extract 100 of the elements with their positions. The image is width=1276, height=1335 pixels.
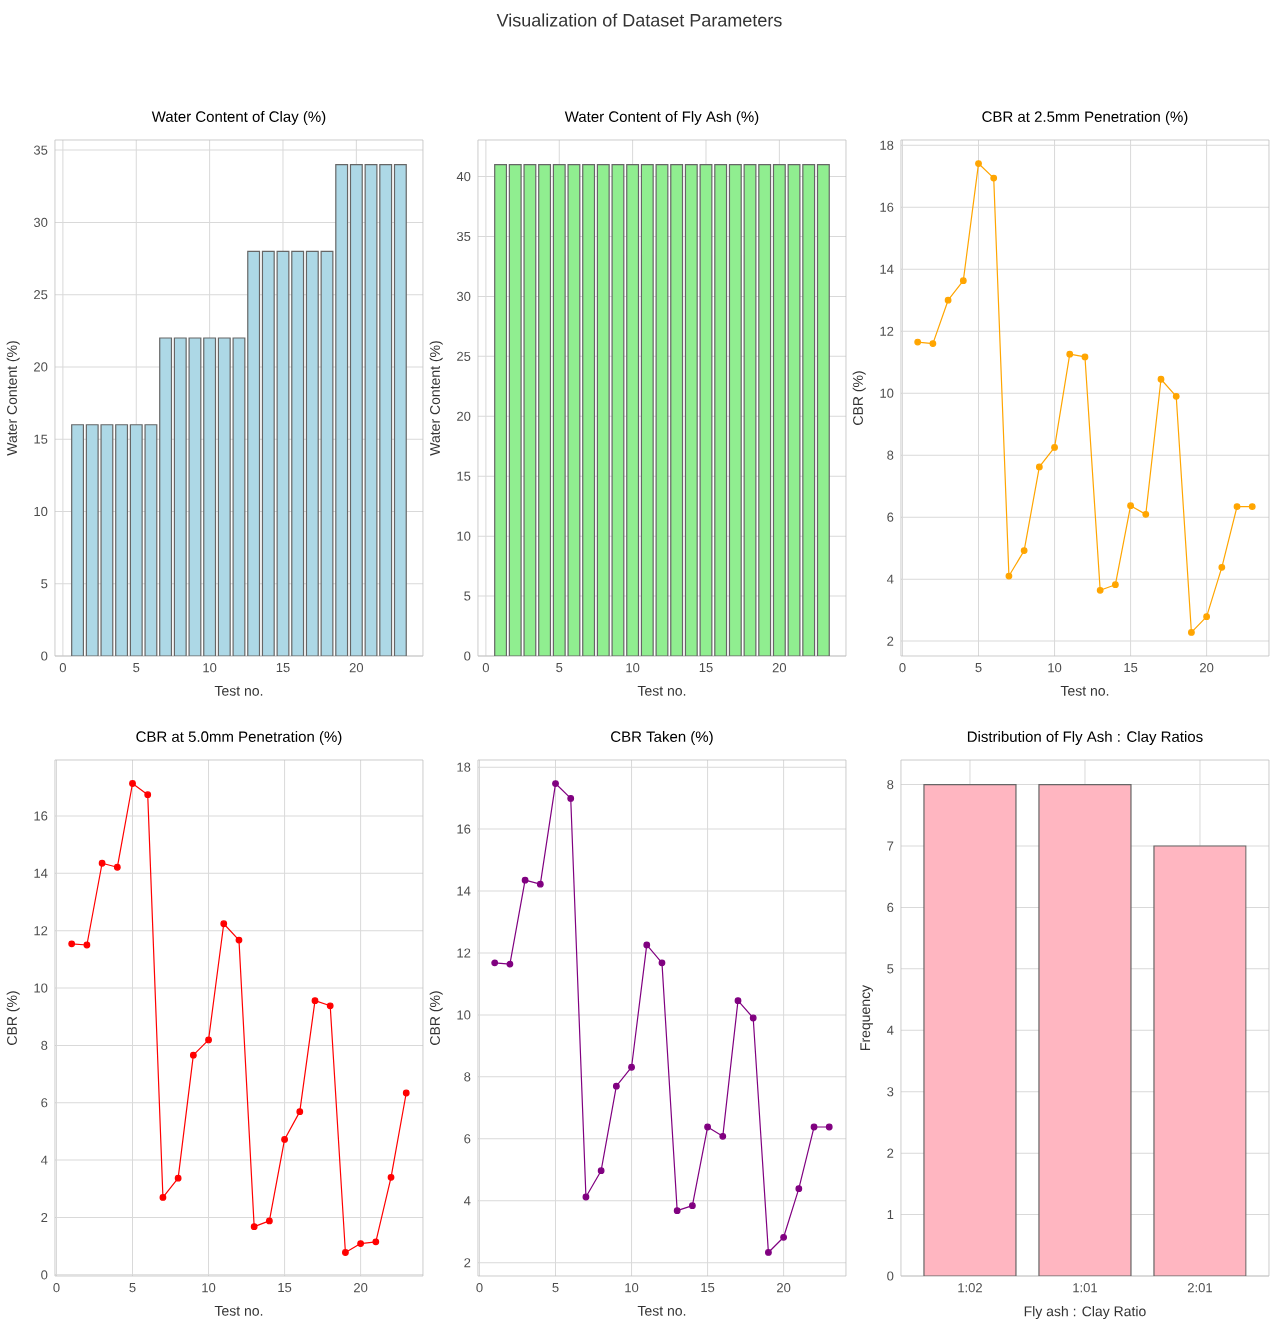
y-tick-label: 14 <box>34 868 48 878</box>
y-tick-label: 4 <box>887 574 894 584</box>
point <box>296 1108 304 1116</box>
point <box>975 160 982 167</box>
point <box>643 941 651 949</box>
y-tick-label: 18 <box>880 140 894 150</box>
x-tick-label: 1:01 <box>1073 1283 1097 1293</box>
x-tick-label: 20 <box>354 1283 368 1293</box>
y-tick-label: 18 <box>457 762 471 772</box>
x-tick-label: 5 <box>556 663 563 673</box>
y-tick-label: 0 <box>887 1271 894 1281</box>
y-tick-label: 10 <box>457 1010 471 1020</box>
point <box>1066 350 1074 358</box>
y-tick-label: 2 <box>464 1258 471 1268</box>
point <box>1188 629 1195 636</box>
point <box>68 940 76 948</box>
point <box>1203 613 1211 621</box>
x-tick-label: 20 <box>772 663 787 673</box>
point <box>144 791 152 799</box>
x-axis-title: Test no. <box>214 1306 263 1316</box>
point <box>83 941 91 949</box>
y-axis-title: Frequency <box>860 984 873 1050</box>
bar <box>393 163 407 656</box>
point <box>765 1249 772 1256</box>
x-axis-title: Test no. <box>637 686 686 696</box>
point <box>628 1063 635 1071</box>
chart-title: CBR at 5.0mm Penetration (%) <box>136 730 342 745</box>
point <box>205 1036 212 1044</box>
y-axis-title: CBR (%) <box>429 991 443 1045</box>
point <box>810 1123 818 1131</box>
x-tick-label: 1:02 <box>958 1283 982 1293</box>
x-tick-label: 2:01 <box>1187 1283 1212 1293</box>
y-tick-label: 0 <box>41 651 48 661</box>
y-tick-label: 4 <box>464 1196 471 1206</box>
point <box>1157 375 1165 383</box>
y-tick-label: 16 <box>457 824 471 834</box>
y-tick-label: 5 <box>41 579 48 589</box>
y-tick-label: 15 <box>34 434 48 444</box>
point <box>1218 563 1226 571</box>
text: Visualization of Dataset Parameters <box>496 13 782 27</box>
y-axis-title: CBR (%) <box>852 371 866 425</box>
y-tick-label: 12 <box>457 948 471 958</box>
y-tick-label: 8 <box>887 780 894 790</box>
x-tick-label: 10 <box>203 663 217 673</box>
point <box>129 780 136 787</box>
y-tick-label: 3 <box>887 1087 894 1097</box>
y-tick-label: 0 <box>41 1270 48 1280</box>
point <box>536 880 544 888</box>
point <box>1127 502 1134 510</box>
y-tick-label: 20 <box>457 411 471 421</box>
chart-title: Distribution of Fly Ash : Clay Ratios <box>967 730 1203 745</box>
point <box>98 859 106 867</box>
y-tick-label: 16 <box>34 811 48 821</box>
x-tick-label: 5 <box>129 1283 136 1293</box>
chart-title: Water Content of Clay (%) <box>151 110 326 125</box>
x-tick-label: 15 <box>278 1283 292 1293</box>
y-tick-label: 4 <box>887 1025 894 1035</box>
point <box>1172 392 1180 400</box>
y-tick-label: 10 <box>34 983 48 993</box>
y-tick-label: 14 <box>880 264 894 274</box>
point <box>795 1185 803 1193</box>
y-tick-label: 10 <box>457 531 471 541</box>
point <box>326 1002 334 1010</box>
point <box>959 277 967 285</box>
bar <box>115 424 129 656</box>
x-tick-label: 15 <box>276 663 290 673</box>
y-tick-label: 30 <box>456 291 471 302</box>
point <box>265 1217 273 1225</box>
x-tick-label: 5 <box>552 1283 559 1293</box>
y-tick-label: 16 <box>880 202 894 212</box>
bar <box>159 337 173 656</box>
point <box>1112 581 1119 589</box>
x-tick-label: 10 <box>626 663 640 673</box>
x-tick-label: 15 <box>699 663 713 673</box>
x-tick-label: 5 <box>975 663 982 673</box>
y-tick-label: 6 <box>887 512 894 522</box>
point <box>734 997 742 1005</box>
x-tick-label: 20 <box>777 1283 791 1293</box>
point <box>1096 586 1104 594</box>
x-tick-label: 20 <box>1200 663 1214 673</box>
y-tick-label: 8 <box>887 450 894 460</box>
point <box>1020 547 1028 555</box>
y-axis-title: Water Content (%) <box>6 341 20 456</box>
y-tick-label: 6 <box>464 1134 471 1144</box>
point <box>825 1123 833 1131</box>
y-tick-label: 1 <box>887 1210 894 1220</box>
x-tick-label: 0 <box>53 1283 60 1293</box>
x-tick-label: 15 <box>1124 663 1138 673</box>
y-tick-label: 12 <box>34 926 48 936</box>
x-tick-label: 0 <box>899 663 906 673</box>
point <box>1142 510 1150 518</box>
y-tick-label: 5 <box>887 964 894 974</box>
point <box>220 920 228 928</box>
y-tick-label: 10 <box>880 388 894 398</box>
point <box>673 1207 681 1215</box>
point <box>159 1194 167 1201</box>
y-tick-label: 7 <box>887 841 894 851</box>
point <box>402 1089 410 1097</box>
point <box>357 1240 365 1247</box>
y-tick-label: 35 <box>456 231 471 242</box>
